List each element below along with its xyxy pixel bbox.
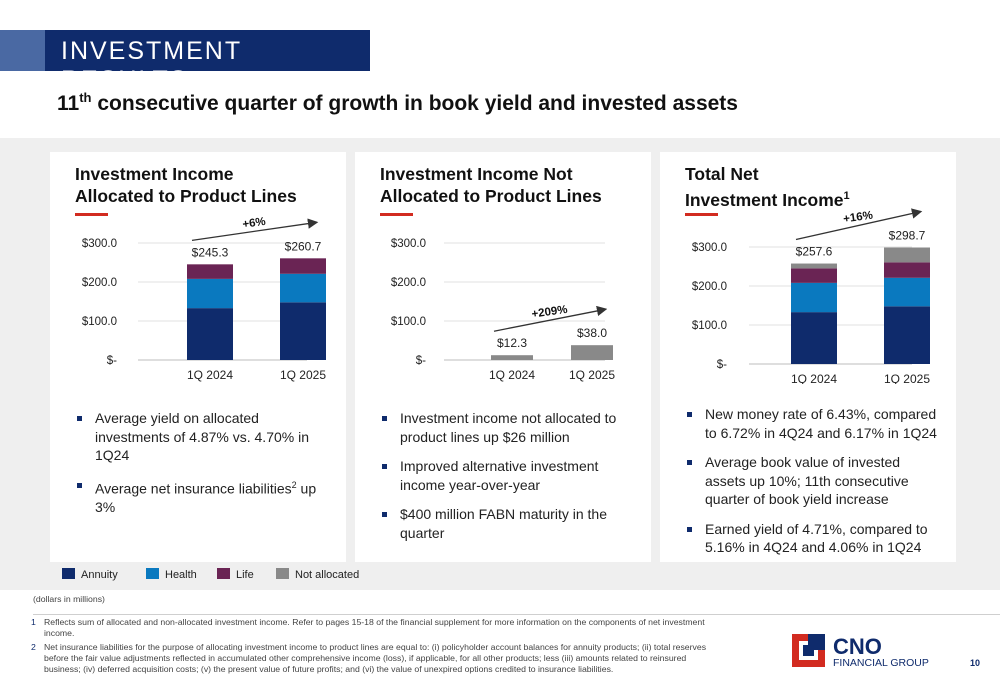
footnote-1: 1 Reflects sum of allocated and non-alloc… <box>31 617 705 638</box>
bar-segment-not-allocated <box>491 355 533 360</box>
growth-arrow <box>191 218 319 241</box>
panel-total-income: Total Net Investment Income1 $- $100.0 $20… <box>660 152 956 562</box>
bar-segment-life <box>791 268 837 283</box>
x-tick-label: 1Q 2025 <box>569 368 615 382</box>
total-income-chart: $- $100.0 $200.0 $300.0 $257.6 1Q 2024 $298.7 1… <box>692 208 930 384</box>
growth-label: +209% <box>531 304 568 321</box>
y-tick-label: $100.0 <box>82 316 117 328</box>
not-allocated-income-chart: $- $100.0 $200.0 $300.0 $12.3 1Q 2024 $38.0 1Q … <box>391 238 616 382</box>
total-data-label: $260.7 <box>285 239 322 253</box>
bar-segment-annuity <box>187 308 233 360</box>
legend-item-annuity: Annuity <box>62 568 118 581</box>
footnote-2: 2 Net insurance liabilities for the purpo… <box>31 642 707 674</box>
allocated-income-bullets: Average yield on allocated investments o… <box>75 409 325 527</box>
total-data-label: $257.6 <box>796 245 833 259</box>
list-item: New money rate of 6.43%, compared to 6.7… <box>685 405 943 442</box>
x-tick-label: 1Q 2025 <box>280 368 326 382</box>
bar-segment-life <box>884 262 930 278</box>
y-tick-label: $200.0 <box>391 277 426 289</box>
bar-segment-health <box>187 278 233 309</box>
title-accent-line <box>75 213 108 216</box>
total-income-bullets: New money rate of 6.43%, compared to 6.7… <box>685 405 943 568</box>
company-logo: CNO FINANCIAL GROUP <box>792 634 952 669</box>
y-tick-label: $200.0 <box>692 281 727 293</box>
y-tick-label: $100.0 <box>692 320 727 332</box>
list-item: Average book value of invested assets up… <box>685 453 943 509</box>
legend-item-not-allocated: Not allocated <box>276 568 359 581</box>
section-title: INVESTMENT RESULTS <box>61 37 242 94</box>
bar-segment-not-allocated <box>791 263 837 269</box>
x-tick-label: 1Q 2025 <box>884 372 930 384</box>
bar-segment-annuity <box>884 306 930 364</box>
y-tick-label: $200.0 <box>82 277 117 289</box>
list-item: $400 million FABN maturity in the quarte… <box>380 505 630 542</box>
y-tick-label: $- <box>107 355 117 367</box>
total-data-label: $245.3 <box>192 245 229 259</box>
total-data-label: $298.7 <box>889 229 926 243</box>
growth-label: +16% <box>843 210 874 226</box>
bar-segment-annuity <box>280 302 326 360</box>
list-item: Earned yield of 4.71%, compared to 5.16%… <box>685 520 943 557</box>
y-tick-label: $300.0 <box>82 238 117 250</box>
panel-not-allocated-income: Investment Income Not Allocated to Produ… <box>355 152 651 562</box>
y-tick-label: $100.0 <box>391 316 426 328</box>
panel-allocated-income: Investment Income Allocated to Product L… <box>50 152 346 562</box>
bar-segment-annuity <box>791 312 837 364</box>
not-allocated-income-bullets: Investment income not allocated to produ… <box>380 409 630 553</box>
total-data-label: $12.3 <box>497 336 527 350</box>
bar-segment-health <box>280 273 326 303</box>
panel-title: Total Net Investment Income1 <box>685 164 850 210</box>
logo-tagline: FINANCIAL GROUP <box>833 657 929 668</box>
list-item: Average yield on allocated investments o… <box>75 409 325 465</box>
y-tick-label: $300.0 <box>692 242 727 254</box>
total-data-label: $38.0 <box>577 326 607 340</box>
y-tick-label: $300.0 <box>391 238 426 250</box>
footnote-divider <box>33 614 1000 615</box>
y-tick-label: $- <box>717 359 727 371</box>
title-accent-line <box>685 213 718 216</box>
bar-segment-health <box>884 277 930 307</box>
legend-item-health: Health <box>146 568 197 581</box>
growth-arrow <box>795 208 923 241</box>
title-accent-line <box>380 213 413 216</box>
list-item: Average net insurance liabilities2 up 3% <box>75 476 325 517</box>
legend-swatch <box>276 568 289 579</box>
list-item: Investment income not allocated to produ… <box>380 409 630 446</box>
y-tick-label: $- <box>416 355 426 367</box>
legend-swatch <box>62 568 75 579</box>
footnotes: (dollars in millions) 1 Reflects sum of a… <box>31 594 713 675</box>
logo-mark-icon: CNO FINANCIAL GROUP <box>792 634 929 669</box>
x-tick-label: 1Q 2024 <box>791 372 837 384</box>
bar-segment-health <box>791 282 837 313</box>
bar-segment-not-allocated <box>571 345 613 360</box>
section-title-bar: INVESTMENT RESULTS <box>45 30 370 94</box>
legend-swatch <box>217 568 230 579</box>
legend-swatch <box>146 568 159 579</box>
page-number: 10 <box>970 658 981 668</box>
allocated-income-chart: $- $100.0 $200.0 $300.0 $245.3 1Q 2024 $260.7 1… <box>82 216 327 382</box>
panel-title: Investment Income Allocated to Product L… <box>75 164 297 206</box>
units-note: (dollars in millions) <box>33 594 105 604</box>
legend-item-life: Life <box>217 568 254 581</box>
bar-segment-life <box>187 264 233 279</box>
x-tick-label: 1Q 2024 <box>187 368 233 382</box>
growth-arrow <box>493 305 608 332</box>
bar-segment-life <box>280 258 326 274</box>
growth-label: +6% <box>242 216 267 231</box>
logo-name: CNO <box>833 634 882 659</box>
header-stripe <box>0 30 45 71</box>
x-tick-label: 1Q 2024 <box>489 368 535 382</box>
bar-segment-not-allocated <box>884 247 930 263</box>
page-subtitle: 11th consecutive quarter of growth in bo… <box>57 90 738 115</box>
panel-title: Investment Income Not Allocated to Produ… <box>380 164 602 206</box>
list-item: Improved alternative investment income y… <box>380 457 630 494</box>
